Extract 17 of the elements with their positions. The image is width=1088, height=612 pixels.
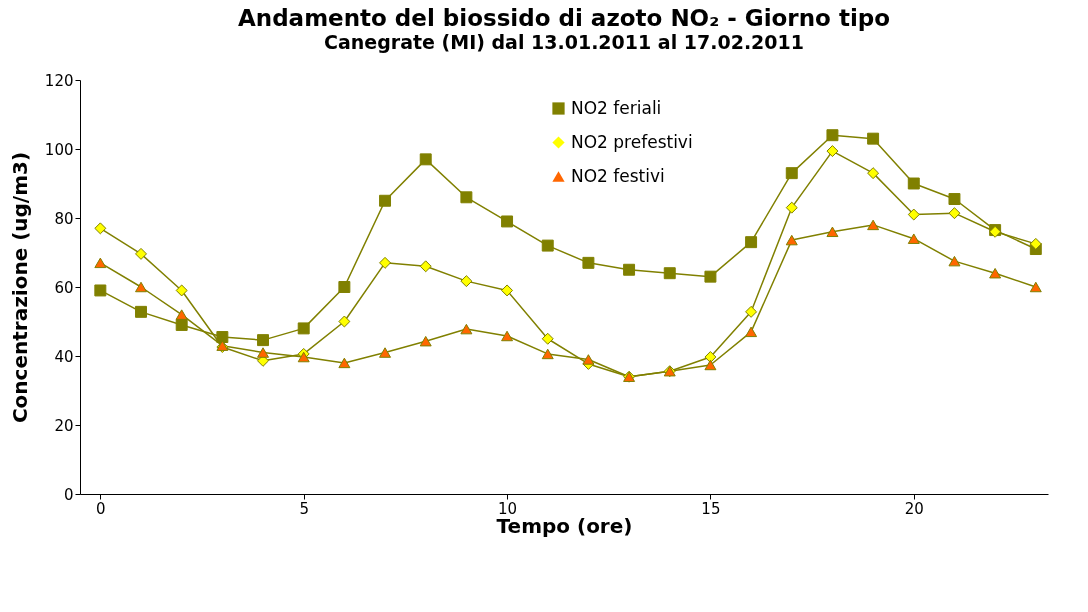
chart-subtitle: Canegrate (MI) dal 13.01.2011 al 17.02.2011 xyxy=(323,31,805,53)
legend-label: NO2 prefestivi xyxy=(571,131,693,152)
y-tick-label: 120 xyxy=(44,71,74,90)
y-tick-label: 20 xyxy=(54,416,74,435)
y-tick-label: 80 xyxy=(54,209,74,228)
y-tick-label: 100 xyxy=(44,140,74,159)
x-tick-label: 20 xyxy=(904,499,924,518)
chart-title: Andamento del biossido di azoto NO₂ - Giorno tipo xyxy=(237,5,891,31)
x-tick-label: 5 xyxy=(299,499,309,518)
x-tick-label: 0 xyxy=(96,499,106,518)
y-axis-title: Concentrazione (ug/m3) xyxy=(7,151,32,424)
y-tick-label: 60 xyxy=(54,278,74,297)
legend-label: NO2 festivi xyxy=(571,165,665,186)
y-tick-label: 0 xyxy=(63,485,74,504)
y-tick-label: 40 xyxy=(54,347,74,366)
x-tick-label: 15 xyxy=(701,499,721,518)
legend-label: NO2 feriali xyxy=(571,97,662,118)
